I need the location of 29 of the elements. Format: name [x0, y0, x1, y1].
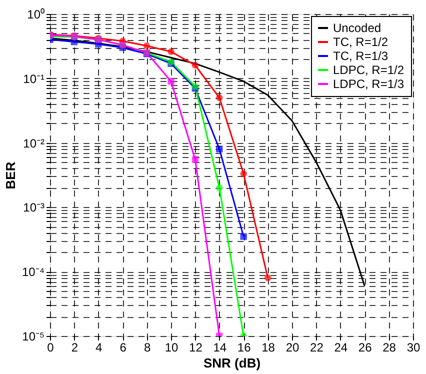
y-tick-label: 10⁻⁵ [22, 330, 45, 344]
legend-label: TC, R=1/3 [333, 49, 388, 63]
legend-label: LDPC, R=1/2 [333, 63, 404, 77]
x-tick-label: 26 [358, 340, 372, 354]
y-tick-label: 10⁰ [27, 8, 44, 22]
x-tick-label: 22 [310, 340, 324, 354]
x-tick-label: 12 [189, 340, 203, 354]
y-tick-label: 10⁻² [23, 136, 45, 150]
x-tick-label: 18 [262, 340, 276, 354]
x-tick-label: 6 [120, 340, 127, 354]
x-tick-label: 8 [144, 340, 151, 354]
x-axis-title: SNR (dB) [203, 356, 261, 370]
y-axis-title: BER [2, 161, 18, 190]
x-tick-label: 30 [406, 340, 420, 354]
legend-label: LDPC, R=1/3 [333, 77, 404, 91]
x-tick-label: 28 [382, 340, 396, 354]
legend-label: Uncoded [333, 21, 382, 35]
x-tick-label: 16 [237, 340, 252, 354]
y-tick-label: 10⁻¹ [23, 72, 45, 86]
x-tick-label: 0 [47, 340, 54, 354]
x-tick-label: 2 [71, 340, 78, 354]
y-tick-label: 10⁻³ [23, 200, 45, 215]
x-tick-label: 20 [286, 340, 300, 354]
legend-label: TC, R=1/2 [333, 35, 388, 49]
y-tick-label: 10⁻⁴ [22, 265, 44, 280]
x-tick-label: 14 [213, 340, 227, 354]
x-tick-label: 10 [164, 340, 178, 354]
x-tick-label: 4 [96, 340, 103, 354]
x-tick-label: 24 [334, 340, 348, 354]
